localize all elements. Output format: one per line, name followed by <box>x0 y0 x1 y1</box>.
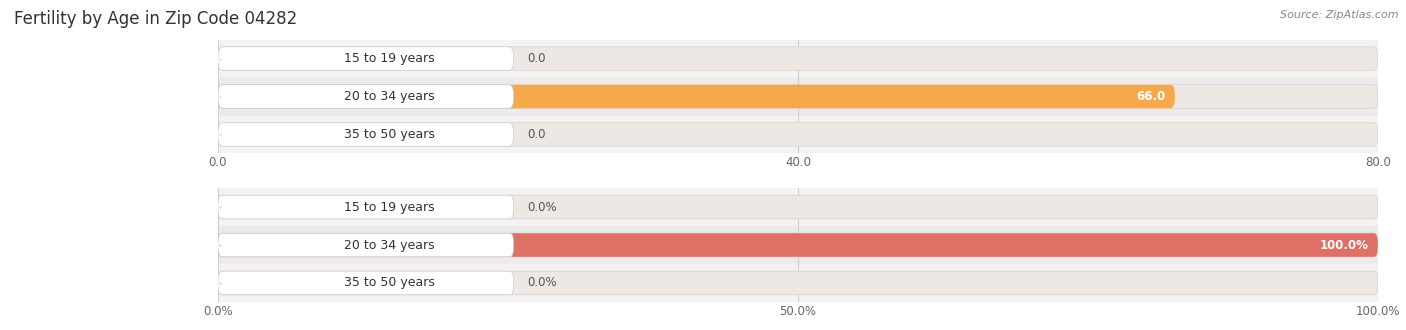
Text: 15 to 19 years: 15 to 19 years <box>344 201 434 214</box>
Text: 66.0: 66.0 <box>1136 90 1166 103</box>
FancyBboxPatch shape <box>218 123 1378 146</box>
FancyBboxPatch shape <box>218 47 513 70</box>
FancyBboxPatch shape <box>218 195 1378 219</box>
Text: 0.0: 0.0 <box>527 128 546 141</box>
FancyBboxPatch shape <box>218 85 1175 108</box>
Bar <box>218 188 1378 226</box>
FancyBboxPatch shape <box>218 123 513 146</box>
FancyBboxPatch shape <box>218 233 1378 257</box>
FancyBboxPatch shape <box>218 85 1378 108</box>
Text: Fertility by Age in Zip Code 04282: Fertility by Age in Zip Code 04282 <box>14 10 297 28</box>
Text: 35 to 50 years: 35 to 50 years <box>344 277 434 289</box>
Text: Source: ZipAtlas.com: Source: ZipAtlas.com <box>1281 10 1399 20</box>
Text: 100.0%: 100.0% <box>1320 239 1368 251</box>
Text: 0.0%: 0.0% <box>527 277 557 289</box>
Bar <box>218 226 1378 264</box>
FancyBboxPatch shape <box>218 233 513 257</box>
Text: 0.0%: 0.0% <box>527 201 557 214</box>
Text: 15 to 19 years: 15 to 19 years <box>344 52 434 65</box>
Bar <box>218 40 1378 78</box>
Text: 35 to 50 years: 35 to 50 years <box>344 128 434 141</box>
FancyBboxPatch shape <box>218 195 513 219</box>
FancyBboxPatch shape <box>218 85 513 108</box>
Bar <box>218 115 1378 153</box>
FancyBboxPatch shape <box>218 271 1378 295</box>
Text: 0.0: 0.0 <box>527 52 546 65</box>
Bar <box>218 78 1378 116</box>
FancyBboxPatch shape <box>218 233 1378 257</box>
Bar <box>218 264 1378 302</box>
Text: 20 to 34 years: 20 to 34 years <box>344 90 434 103</box>
FancyBboxPatch shape <box>218 271 513 295</box>
Text: 20 to 34 years: 20 to 34 years <box>344 239 434 251</box>
FancyBboxPatch shape <box>218 47 1378 70</box>
